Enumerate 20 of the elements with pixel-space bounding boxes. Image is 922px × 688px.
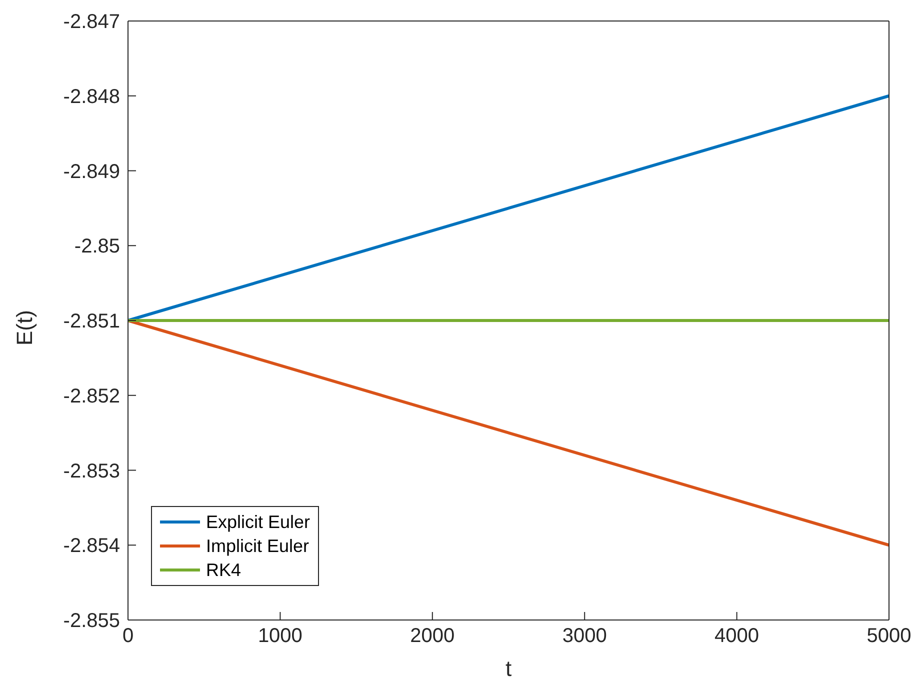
x-tick-label: 1000	[258, 625, 302, 648]
x-tick-label: 5000	[866, 625, 912, 648]
x-tick-label: 4000	[714, 625, 760, 648]
y-tick-label: -2.851	[63, 310, 120, 333]
x-tick-label: 0	[122, 625, 134, 648]
legend-label: Explicit Euler	[206, 511, 310, 534]
y-tick-label: -2.848	[63, 86, 120, 108]
legend-label: RK4	[206, 559, 242, 582]
y-tick-label: -2.853	[63, 460, 120, 482]
x-axis-title: t	[505, 656, 512, 681]
legend-label: Implicit Euler	[206, 535, 310, 558]
y-tick-label: -2.854	[63, 535, 120, 558]
y-tick-label: -2.852	[63, 385, 120, 408]
y-tick-label: -2.849	[63, 160, 120, 183]
y-tick-label: -2.855	[63, 610, 120, 632]
y-tick-label: -2.85	[74, 236, 120, 258]
y-tick-label: -2.847	[63, 11, 120, 34]
y-axis-title: E(t)	[12, 310, 37, 346]
x-tick-label: 3000	[562, 625, 607, 648]
x-tick-label: 2000	[410, 625, 455, 648]
